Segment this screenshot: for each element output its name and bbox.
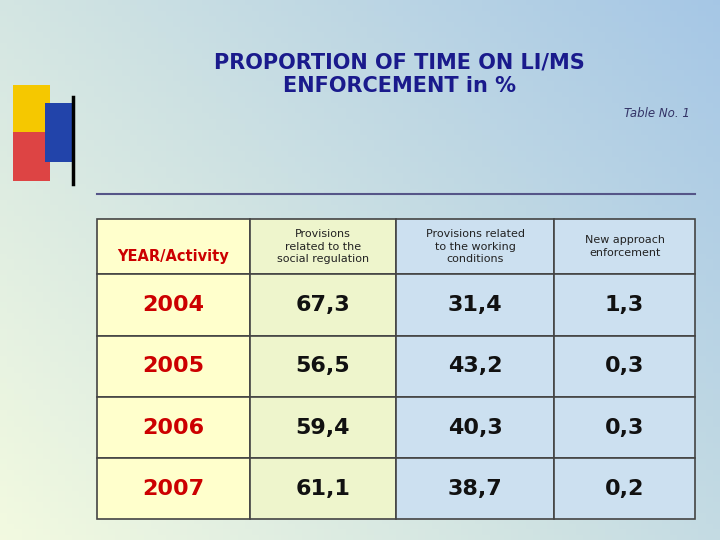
Text: 59,4: 59,4 [295, 418, 350, 438]
Bar [250, 336, 396, 397]
Text: New approach
enforcement: New approach enforcement [585, 235, 665, 258]
Bar [250, 397, 396, 458]
Text: Provisions related
to the working
conditions: Provisions related to the working condit… [426, 229, 525, 264]
Text: 2005: 2005 [143, 356, 204, 376]
Bar [554, 274, 695, 336]
Bar [250, 458, 396, 519]
Text: 0,3: 0,3 [605, 356, 644, 376]
Text: 1,3: 1,3 [605, 295, 644, 315]
Bar [13, 132, 50, 181]
Text: 0,2: 0,2 [605, 479, 644, 499]
Text: 0,3: 0,3 [605, 418, 644, 438]
Text: Provisions
related to the
social regulation: Provisions related to the social regulat… [276, 229, 369, 264]
Bar [97, 336, 250, 397]
Bar [396, 458, 554, 519]
Bar [97, 219, 250, 274]
Text: 31,4: 31,4 [448, 295, 503, 315]
Bar [554, 458, 695, 519]
Bar [554, 397, 695, 458]
Text: 40,3: 40,3 [448, 418, 503, 438]
Bar [396, 274, 554, 336]
Bar [97, 274, 250, 336]
Text: 61,1: 61,1 [295, 479, 350, 499]
Text: Table No. 1: Table No. 1 [624, 107, 690, 120]
Bar [396, 397, 554, 458]
Bar [396, 336, 554, 397]
Text: 38,7: 38,7 [448, 479, 503, 499]
Bar [554, 219, 695, 274]
Bar [97, 397, 250, 458]
Text: ENFORCEMENT in %: ENFORCEMENT in % [283, 76, 516, 97]
Text: YEAR/Activity: YEAR/Activity [117, 249, 229, 264]
Text: 2006: 2006 [143, 418, 204, 438]
Bar [250, 274, 396, 336]
Text: 43,2: 43,2 [448, 356, 503, 376]
Bar [97, 458, 250, 519]
Text: 67,3: 67,3 [295, 295, 350, 315]
Text: 2004: 2004 [143, 295, 204, 315]
Bar [45, 103, 72, 162]
Bar [396, 219, 554, 274]
Bar [554, 336, 695, 397]
Bar [250, 219, 396, 274]
Text: PROPORTION OF TIME ON LI/MS: PROPORTION OF TIME ON LI/MS [215, 52, 585, 72]
Bar [13, 85, 50, 132]
Text: 56,5: 56,5 [295, 356, 350, 376]
Text: 2007: 2007 [143, 479, 204, 499]
